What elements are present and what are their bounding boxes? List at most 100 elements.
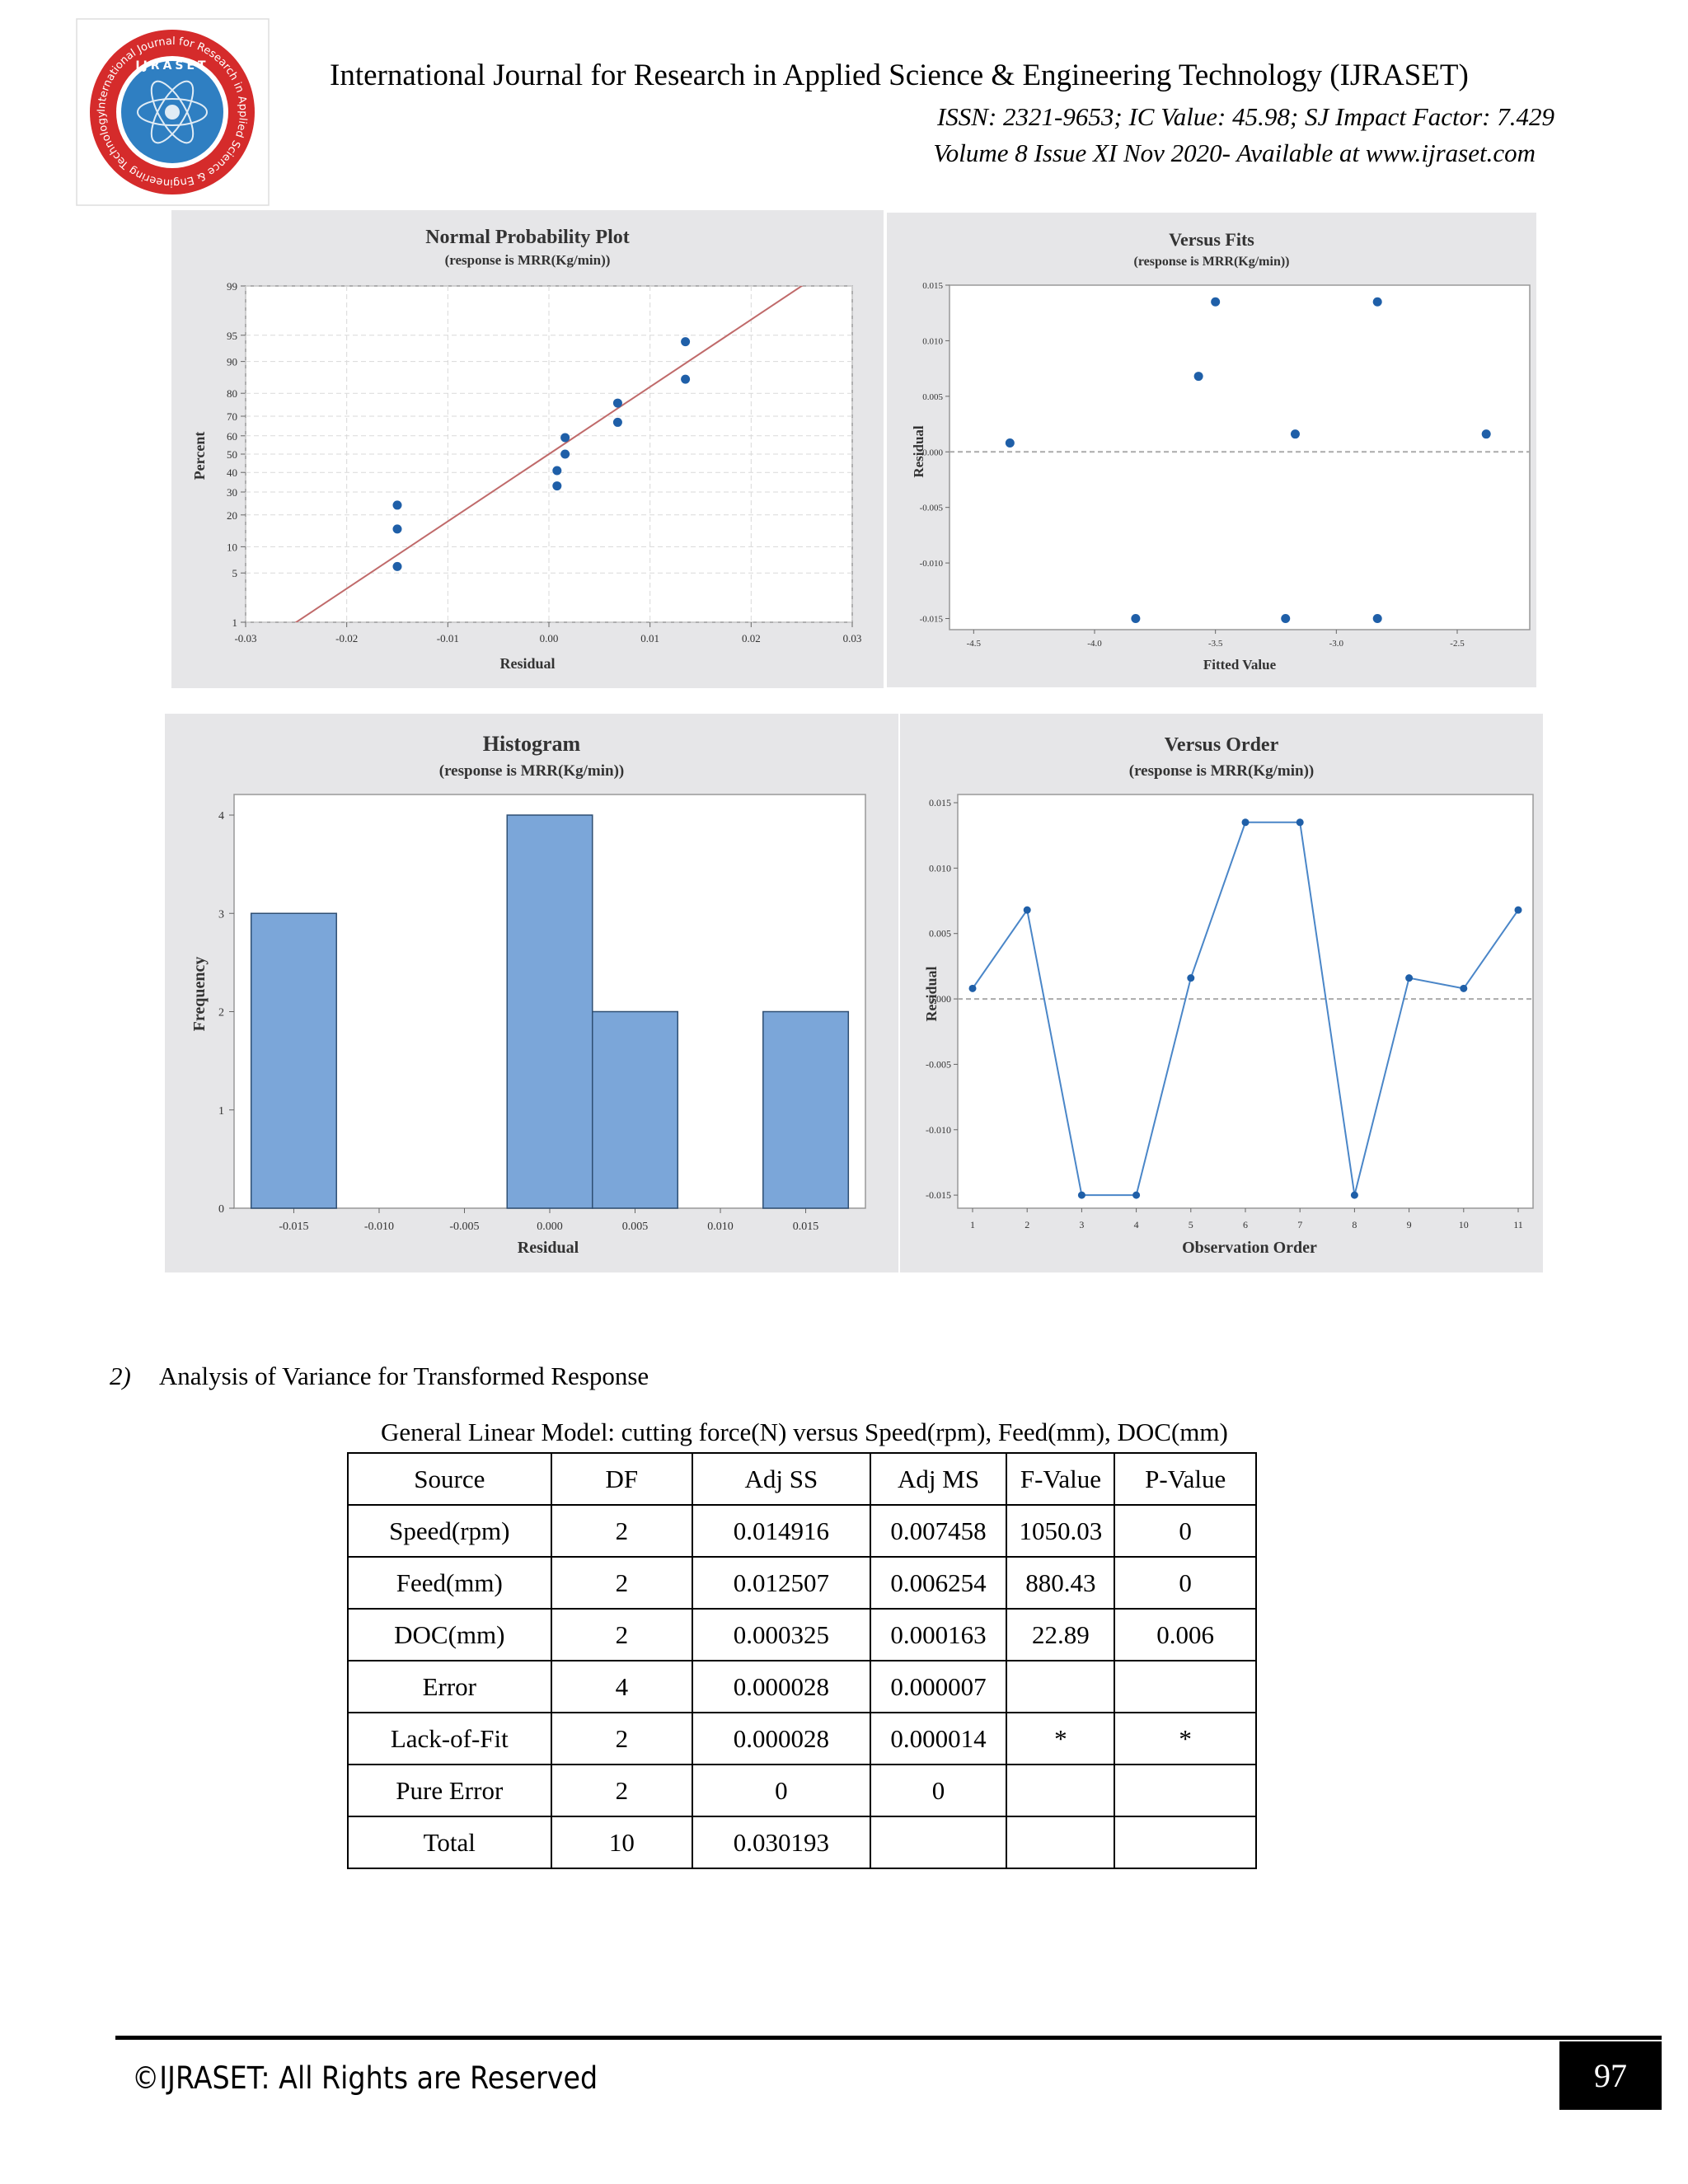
- table-cell: [1006, 1764, 1116, 1817]
- table-row: Feed(mm) 2 0.012507 0.006254 880.43 0: [347, 1556, 1257, 1610]
- table-cell: 0: [692, 1764, 871, 1817]
- table-cell: *: [1114, 1712, 1257, 1765]
- order-y-tick-label: -0.015: [926, 1189, 951, 1201]
- table-cell: 0.000007: [869, 1660, 1008, 1713]
- order-data-point: [1460, 984, 1468, 992]
- section-title: Analysis of Variance for Transformed Res…: [158, 1361, 649, 1390]
- order-x-tick-label: 10: [1459, 1219, 1469, 1230]
- fits-x-tick-label: -4.0: [1087, 639, 1102, 649]
- section-heading: 2) Analysis of Variance for Transformed R…: [110, 1361, 649, 1391]
- table-cell: Speed(rpm): [347, 1504, 552, 1558]
- table-cell: 2: [550, 1712, 694, 1765]
- fits-x-tick-label: -2.5: [1450, 639, 1465, 649]
- order-x-tick-label: 6: [1243, 1219, 1248, 1230]
- table-cell: [869, 1816, 1008, 1869]
- order-data-point: [1514, 906, 1522, 914]
- table-row: Total 10 0.030193: [347, 1816, 1257, 1869]
- table-cell: 22.89: [1006, 1608, 1116, 1661]
- fits-y-tick-label: -0.015: [920, 615, 944, 625]
- hist-y-tick-label: 3: [218, 908, 224, 921]
- npp-x-tick-label: 0.03: [843, 632, 862, 644]
- table-cell: 0: [869, 1764, 1008, 1817]
- npp-data-point: [552, 481, 562, 491]
- order-x-tick-label: 1: [970, 1219, 975, 1230]
- versus-fits-plot: Versus Fits (response is MRR(Kg/min)) -0…: [887, 213, 1536, 687]
- header-source: Source: [347, 1452, 552, 1506]
- order-subtitle: (response is MRR(Kg/min)): [1129, 762, 1314, 780]
- npp-y-tick-label: 60: [227, 430, 237, 443]
- table-row: Error 4 0.000028 0.000007: [347, 1660, 1257, 1713]
- fits-data-point: [1281, 614, 1291, 624]
- npp-subtitle: (response is MRR(Kg/min)): [445, 252, 611, 268]
- table-cell: 2: [550, 1764, 694, 1817]
- logo-center-text: IJRASET: [135, 59, 209, 73]
- npp-data-point: [612, 398, 622, 408]
- anova-table: Source DF Adj SS Adj MS F-Value P-Value …: [347, 1452, 1257, 1869]
- hist-subtitle: (response is MRR(Kg/min)): [439, 762, 624, 780]
- table-cell: 0: [1114, 1504, 1257, 1558]
- order-x-tick-label: 5: [1189, 1219, 1193, 1230]
- hist-x-tick-label: 0.000: [537, 1221, 563, 1233]
- table-cell: Feed(mm): [347, 1556, 552, 1610]
- table-cell: 0.006: [1114, 1608, 1257, 1661]
- fits-xlabel: Fitted Value: [1203, 657, 1277, 673]
- fits-subtitle: (response is MRR(Kg/min)): [1133, 255, 1289, 269]
- table-cell: Total: [347, 1816, 552, 1869]
- table-caption: General Linear Model: cutting force(N) v…: [381, 1418, 1228, 1446]
- table-cell: [1114, 1660, 1257, 1713]
- order-y-tick-label: 0.015: [929, 797, 951, 808]
- hist-x-tick-label: -0.015: [279, 1221, 308, 1233]
- npp-x-tick-label: -0.03: [234, 632, 256, 644]
- header-f-value: F-Value: [1006, 1452, 1116, 1506]
- npp-x-tick-label: 0.00: [540, 632, 559, 644]
- npp-data-point: [612, 417, 622, 427]
- fits-data-point: [1211, 297, 1221, 307]
- table-cell: 0.000325: [692, 1608, 871, 1661]
- order-y-tick-label: -0.005: [926, 1058, 951, 1070]
- table-cell: Lack-of-Fit: [347, 1712, 552, 1765]
- fits-y-tick-label: -0.005: [920, 504, 944, 513]
- order-y-tick-label: -0.010: [926, 1124, 951, 1136]
- order-ylabel: Residual: [923, 966, 940, 1021]
- table-cell: Error: [347, 1660, 552, 1713]
- footer-rights: ©IJRASET: All Rights are Reserved: [132, 2060, 598, 2096]
- fits-y-tick-label: 0.010: [922, 336, 943, 346]
- npp-y-tick-label: 40: [227, 466, 237, 479]
- fits-data-point: [1005, 438, 1015, 448]
- npp-y-tick-label: 1: [232, 616, 238, 629]
- page-number: 97: [1559, 2041, 1662, 2110]
- hist-y-tick-label: 2: [218, 1007, 224, 1019]
- table-cell: 0.000014: [869, 1712, 1008, 1765]
- fits-data-point: [1131, 614, 1141, 624]
- order-x-tick-label: 8: [1352, 1219, 1357, 1230]
- hist-ylabel: Frequency: [190, 957, 209, 1032]
- order-y-tick-label: 0.000: [929, 993, 951, 1005]
- hist-xlabel: Residual: [518, 1239, 579, 1257]
- fits-x-tick-label: -4.5: [967, 639, 982, 649]
- npp-y-tick-label: 10: [227, 541, 237, 553]
- order-data-point: [1405, 974, 1414, 982]
- footer-rule: [115, 2036, 1662, 2040]
- npp-xlabel: Residual: [499, 655, 555, 672]
- hist-bar: [592, 1010, 679, 1209]
- npp-data-point: [392, 561, 402, 571]
- order-plot-area: [957, 794, 1534, 1209]
- npp-y-tick-label: 80: [227, 387, 237, 400]
- table-cell: Pure Error: [347, 1764, 552, 1817]
- section-number: 2): [110, 1361, 131, 1390]
- table-cell: 0.006254: [869, 1556, 1008, 1610]
- fits-data-point: [1481, 429, 1491, 439]
- npp-x-tick-label: -0.01: [437, 632, 459, 644]
- histogram-plot: Histogram (response is MRR(Kg/min)) 0 1 2 3…: [165, 714, 898, 1272]
- fits-data-point: [1372, 614, 1382, 624]
- fits-data-point: [1290, 429, 1300, 439]
- npp-y-tick-label: 30: [227, 486, 237, 499]
- table-row: Pure Error 2 0 0: [347, 1764, 1257, 1817]
- fits-y-tick-label: 0.005: [922, 392, 943, 402]
- table-cell: 4: [550, 1660, 694, 1713]
- npp-data-point: [560, 449, 570, 459]
- npp-x-tick-label: -0.02: [335, 632, 358, 644]
- npp-data-point: [681, 374, 691, 384]
- fits-x-tick-label: -3.0: [1329, 639, 1344, 649]
- header-adj-ms: Adj MS: [869, 1452, 1008, 1506]
